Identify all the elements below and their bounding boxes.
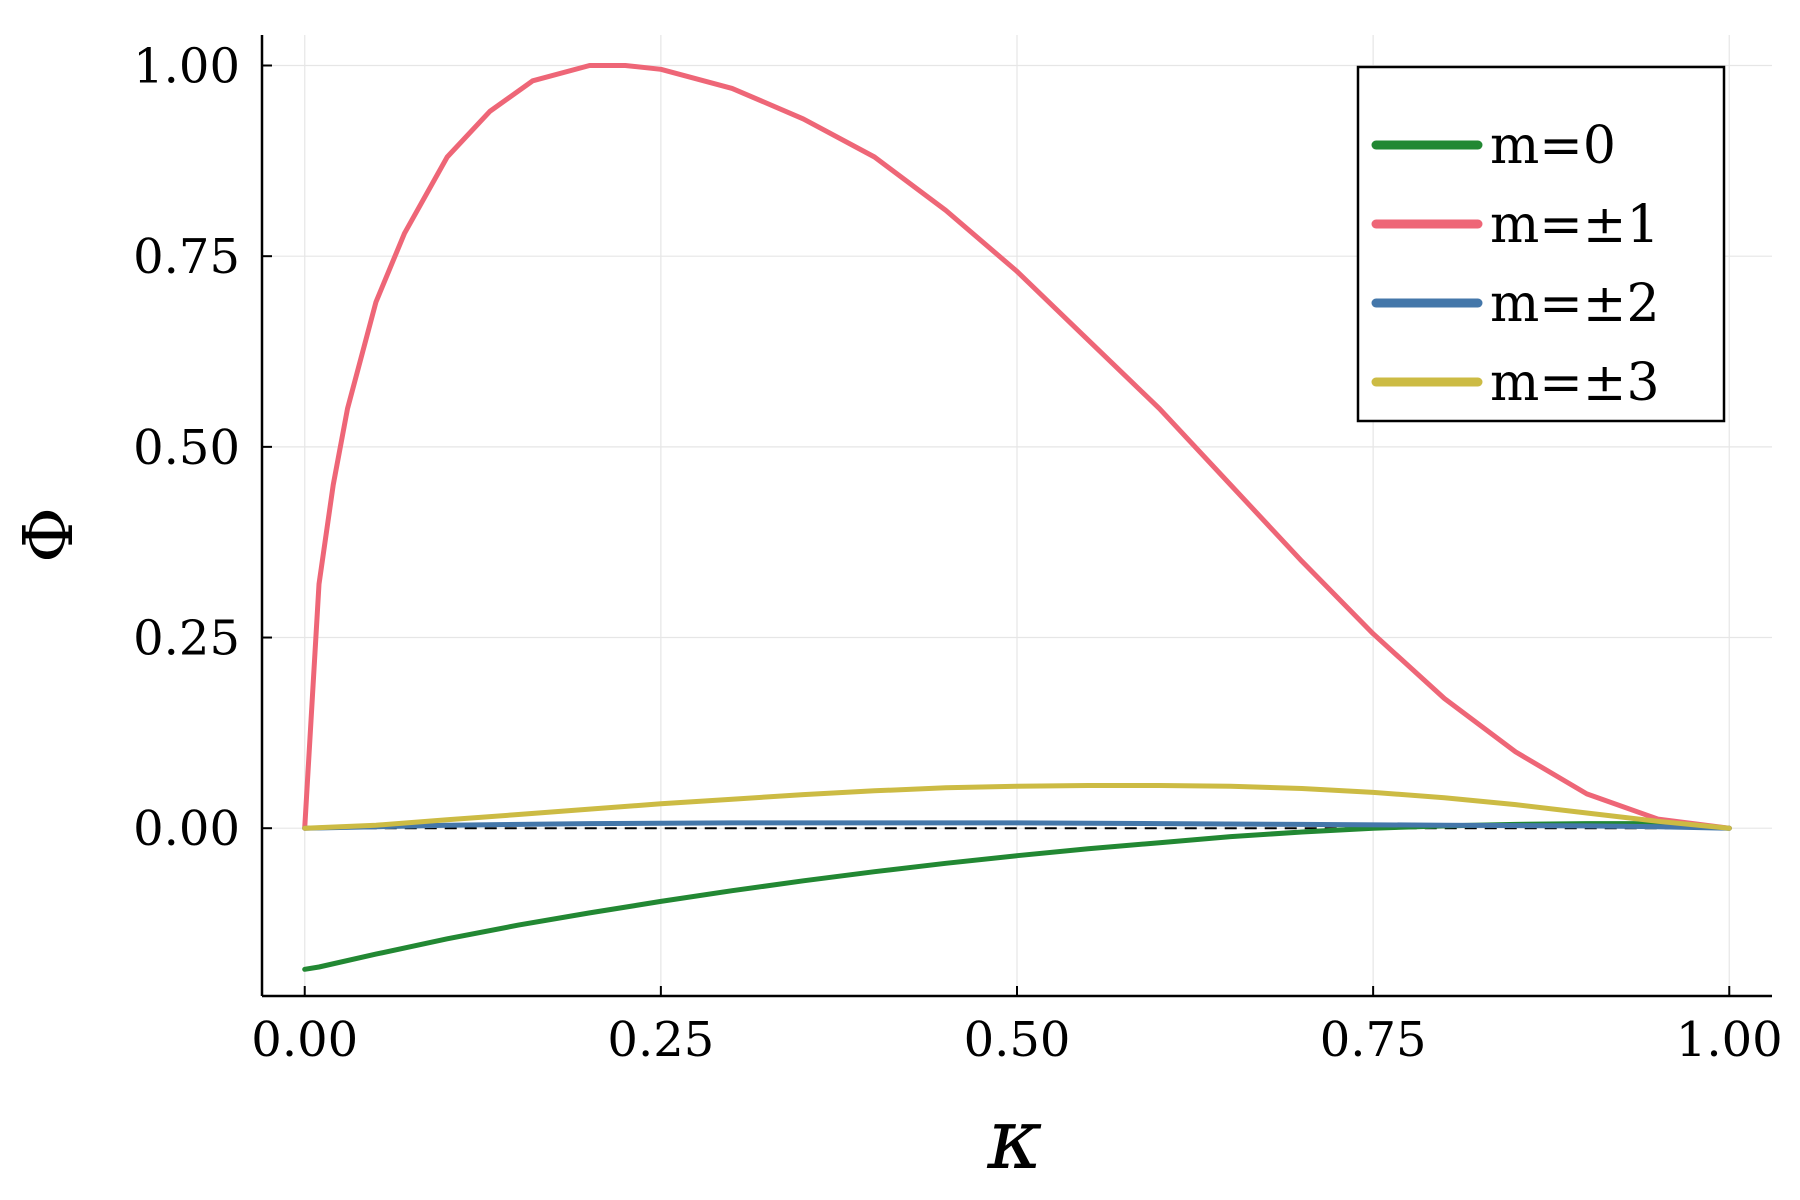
x-tick-label: 0.75 [1320, 1012, 1427, 1068]
series-line-3 [302, 783, 1732, 831]
x-tick-label: 0.50 [964, 1012, 1071, 1068]
legend: m=0 m=±1 m=±2 m=±3 [1356, 65, 1726, 423]
axes [260, 35, 1772, 998]
y-axis-label: Φ [10, 507, 89, 563]
tick-labels: 0.00 0.25 0.50 0.75 1.00 0.00 0.25 0.50 0.75 1.00 [133, 39, 1783, 1068]
y-tick-label: 0.25 [133, 611, 240, 667]
series-line-1 [302, 63, 1732, 831]
legend-label: m=±1 [1490, 195, 1660, 255]
x-tick-label: 0.25 [607, 1012, 714, 1068]
legend-label: m=0 [1490, 116, 1616, 176]
y-tick-label: 0.00 [133, 801, 240, 857]
y-tick-label: 0.75 [133, 229, 240, 285]
y-tick-label: 0.50 [133, 420, 240, 476]
series-line-2 [302, 820, 1732, 831]
legend-label: m=±3 [1490, 353, 1660, 413]
legend-label: m=±2 [1490, 274, 1660, 334]
x-axis-label: κ [986, 1090, 1042, 1188]
x-tick-label: 1.00 [1676, 1012, 1783, 1068]
series-layer [302, 63, 1732, 972]
legend-box [1356, 65, 1726, 423]
y-tick-label: 1.00 [133, 39, 240, 95]
x-tick-label: 0.00 [251, 1012, 358, 1068]
